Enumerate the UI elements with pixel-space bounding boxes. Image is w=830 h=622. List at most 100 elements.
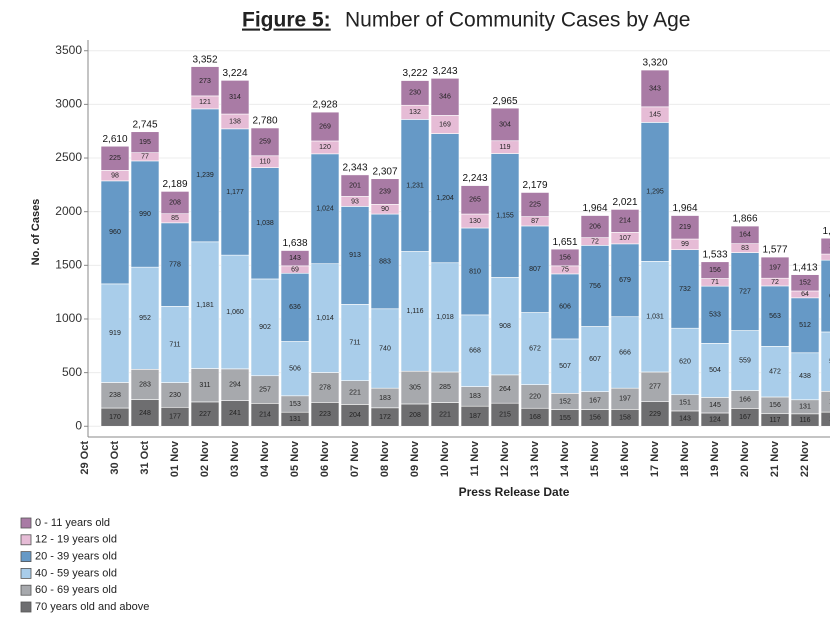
segment-label: 666	[619, 349, 631, 356]
segment-label: 130	[469, 218, 481, 225]
y-axis-label: No. of Cases	[30, 199, 42, 266]
segment-label: 559	[739, 357, 751, 364]
segment-label: 294	[229, 381, 241, 388]
segment-label: 215	[499, 412, 511, 419]
segment-label: 69	[291, 266, 299, 273]
segment-label: 740	[379, 345, 391, 352]
segment-label: 239	[379, 188, 391, 195]
bar-segment	[340, 206, 370, 305]
segment-label: 952	[139, 315, 151, 322]
total-label: 3,320	[642, 58, 667, 69]
segment-label: 507	[559, 363, 571, 370]
segment-label: 164	[739, 232, 751, 239]
x-tick-label: 12 Nov	[499, 440, 511, 477]
segment-label: 121	[199, 99, 211, 106]
segment-label: 220	[529, 393, 541, 400]
total-label: 1,638	[282, 238, 307, 249]
bar-segment	[160, 191, 190, 215]
segment-label: 711	[349, 339, 360, 346]
segment-label: 756	[589, 283, 601, 290]
total-label: 2,780	[252, 116, 277, 127]
bar-segment	[490, 277, 520, 376]
segment-label: 172	[379, 414, 391, 421]
segment-label: 265	[469, 197, 481, 204]
segment-label: 87	[531, 218, 539, 225]
segment-label: 204	[349, 412, 361, 419]
total-label: 3,222	[402, 68, 427, 79]
segment-label: 156	[709, 267, 721, 274]
segment-label: 1,204	[436, 195, 454, 202]
total-label: 2,965	[492, 96, 517, 107]
bar-segment	[250, 278, 280, 377]
bar-segment	[130, 368, 160, 400]
segment-label: 71	[711, 279, 719, 286]
y-tick-label: 2000	[55, 204, 82, 218]
bar-segment	[670, 249, 700, 329]
x-tick-label: 17 Nov	[649, 440, 661, 477]
chart-title: Number of Community Cases by Age	[345, 9, 690, 32]
legend-label: 70 years old and above	[35, 601, 149, 613]
segment-label: 257	[259, 386, 271, 393]
x-tick-label: 13 Nov	[529, 440, 541, 477]
bar-segment	[220, 254, 250, 370]
bar-segment	[670, 327, 700, 396]
bar-segment	[430, 133, 460, 264]
bar-segment	[640, 371, 670, 402]
segment-label: 1,031	[646, 314, 664, 321]
bar-segment	[760, 256, 790, 279]
segment-label: 110	[259, 159, 270, 166]
segment-label: 778	[169, 261, 181, 268]
segment-label: 230	[169, 392, 181, 399]
x-tick-label: 18 Nov	[679, 440, 691, 477]
segment-label: 672	[529, 345, 541, 352]
total-label: 1,866	[732, 214, 757, 225]
segment-label: 223	[319, 411, 331, 418]
x-axis-label: Press Release Date	[459, 485, 570, 499]
segment-label: 1,239	[196, 172, 214, 179]
bar-segment	[130, 399, 160, 427]
segment-label: 606	[559, 303, 571, 310]
total-label: 1,651	[552, 237, 577, 248]
y-tick-label: 1000	[55, 311, 82, 325]
segment-label: 131	[799, 404, 811, 411]
bar-segment	[460, 227, 490, 316]
segment-label: 166	[739, 396, 751, 403]
segment-label: 732	[679, 286, 691, 293]
bar-segment	[520, 312, 550, 385]
bar-segment	[250, 167, 280, 280]
legend-label: 12 - 19 years old	[35, 534, 117, 546]
segment-label: 225	[529, 201, 541, 208]
bar-segment	[280, 341, 310, 397]
segment-label: 156	[769, 402, 781, 409]
segment-label: 155	[559, 415, 571, 422]
total-label: 2,243	[462, 173, 487, 184]
total-label: 2,179	[522, 180, 547, 191]
x-tick-label: 29 Oct	[79, 441, 91, 475]
bar-segment	[430, 78, 460, 116]
segment-label: 197	[619, 396, 631, 403]
bar-segment	[430, 262, 460, 373]
segment-label: 1,177	[226, 189, 244, 196]
chart-title-label: Figure 5:	[242, 9, 331, 32]
total-label: 2,928	[312, 100, 337, 111]
segment-label: 177	[169, 414, 181, 421]
segment-label: 143	[289, 255, 301, 262]
bar-segment	[580, 215, 610, 238]
bar-segment	[130, 160, 160, 268]
segment-label: 225	[109, 155, 121, 162]
segment-label: 1,295	[646, 189, 664, 196]
segment-label: 620	[679, 358, 691, 365]
segment-label: 311	[199, 382, 210, 389]
segment-label: 269	[319, 123, 331, 130]
total-label: 3,224	[222, 68, 247, 79]
segment-label: 83	[741, 245, 749, 252]
segment-label: 1,024	[316, 206, 334, 213]
segment-label: 668	[469, 348, 481, 355]
x-tick-label: 10 Nov	[439, 440, 451, 477]
bar-segment	[190, 241, 220, 369]
bar-segment	[370, 178, 400, 205]
segment-label: 72	[771, 279, 779, 286]
segment-label: 913	[349, 252, 361, 259]
bar-segment	[580, 326, 610, 392]
x-tick-label: 19 Nov	[709, 440, 721, 477]
